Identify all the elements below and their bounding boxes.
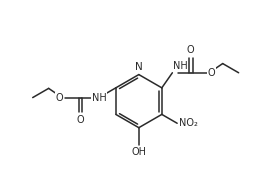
Text: NH: NH — [92, 93, 106, 103]
Text: O: O — [187, 45, 195, 55]
Text: NO₂: NO₂ — [179, 118, 198, 128]
Text: OH: OH — [131, 147, 146, 157]
Text: O: O — [77, 115, 84, 125]
Text: O: O — [56, 93, 64, 103]
Text: O: O — [208, 68, 215, 78]
Text: N: N — [135, 62, 143, 72]
Text: NH: NH — [173, 61, 188, 71]
